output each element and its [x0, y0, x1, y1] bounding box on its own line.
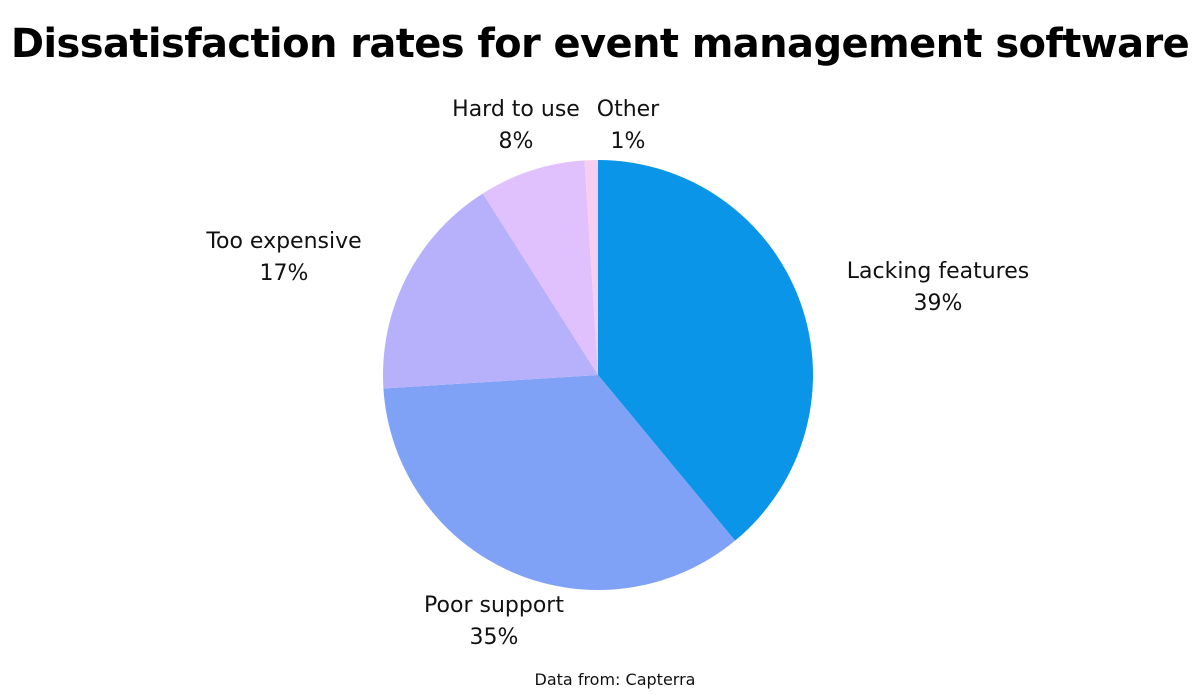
pie-slice-too-expensive [382, 193, 598, 389]
pie-slice-lacking-features [598, 160, 814, 541]
pie-slice-other [584, 159, 598, 375]
pie-slice-poor-support [383, 375, 736, 591]
slice-value-label: 35% [470, 625, 519, 650]
slice-value-label: 39% [914, 291, 963, 316]
chart-title: Dissatisfaction rates for event manageme… [10, 21, 1190, 67]
slice-label: Lacking features [847, 259, 1029, 284]
pie-slice-hard-to-use [482, 160, 598, 375]
slice-value-label: 17% [260, 261, 309, 286]
slice-label: Too expensive [205, 229, 361, 254]
slice-label: Poor support [424, 593, 564, 618]
slice-value-label: 8% [499, 129, 534, 154]
slice-value-label: 1% [611, 129, 646, 154]
slice-label: Other [597, 97, 660, 122]
source-note: Data from: Capterra [534, 670, 696, 689]
slice-label: Hard to use [452, 97, 580, 122]
